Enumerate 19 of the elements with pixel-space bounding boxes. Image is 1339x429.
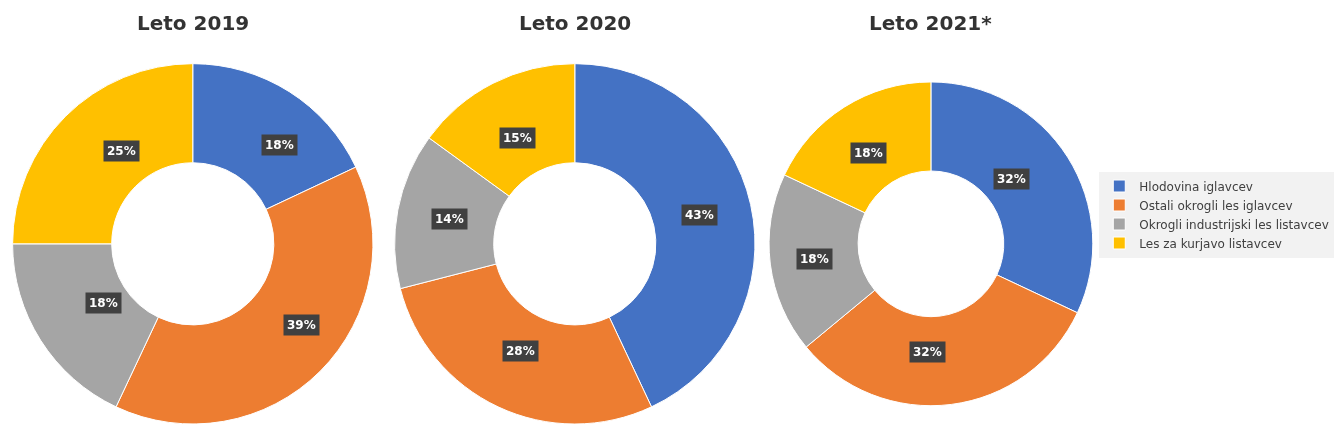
data-label: 18% bbox=[854, 146, 883, 160]
data-label: 32% bbox=[997, 172, 1026, 186]
legend-label: Okrogli industrijski les listavcev bbox=[1139, 217, 1329, 232]
data-label: 18% bbox=[800, 252, 829, 266]
data-label: 18% bbox=[89, 296, 118, 310]
data-label: 32% bbox=[913, 345, 942, 359]
data-label: 28% bbox=[506, 344, 535, 358]
data-label: 18% bbox=[265, 138, 294, 152]
legend-label: Hlodovina iglavcev bbox=[1139, 179, 1253, 194]
data-label: 43% bbox=[685, 208, 714, 222]
chart-title: Leto 2021* bbox=[869, 11, 993, 35]
data-label: 14% bbox=[435, 212, 464, 226]
data-label: 25% bbox=[107, 144, 136, 158]
data-label: 15% bbox=[503, 131, 532, 145]
legend-label: Les za kurjavo listavcev bbox=[1139, 236, 1282, 251]
data-label: 39% bbox=[287, 318, 316, 332]
legend-label: Ostali okrogli les iglavcev bbox=[1139, 198, 1293, 213]
chart-title: Leto 2020 bbox=[519, 11, 632, 35]
chart-title: Leto 2019 bbox=[137, 11, 250, 35]
